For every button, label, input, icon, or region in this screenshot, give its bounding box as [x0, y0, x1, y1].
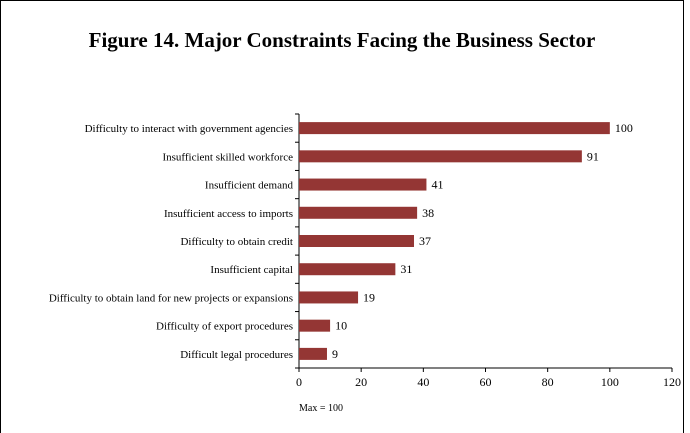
category-label: Difficulty to obtain credit: [180, 236, 293, 248]
axes: 0 20 40 60 80 100 120: [295, 113, 681, 389]
bar: [299, 122, 610, 135]
category-label: Difficulty to obtain land for new projec…: [49, 292, 293, 304]
value-label: 91: [587, 149, 599, 163]
category-label: Insufficient demand: [205, 180, 294, 192]
bar: [299, 235, 415, 247]
value-label: 31: [400, 262, 412, 276]
chart-note: Max = 100: [299, 403, 343, 414]
bar: [299, 150, 582, 163]
x-tick-label: 0: [296, 375, 302, 389]
category-label: Difficult legal procedures: [180, 349, 293, 361]
bar: [299, 263, 396, 276]
value-label: 19: [363, 290, 375, 304]
value-label: 9: [332, 347, 338, 361]
value-label: 38: [422, 206, 434, 220]
category-label: Difficulty to interact with government a…: [85, 123, 293, 135]
x-tick-label: 60: [480, 375, 492, 389]
x-tick-label: 40: [417, 375, 429, 389]
bar: [299, 206, 418, 219]
x-tick-label: 20: [355, 375, 367, 389]
bar: [299, 178, 427, 191]
category-label: Difficulty of export procedures: [156, 321, 293, 333]
bars: [299, 122, 610, 360]
value-label: 10: [335, 319, 347, 333]
bar: [299, 319, 331, 332]
category-label: Insufficient capital: [210, 264, 293, 276]
value-label: 37: [419, 234, 431, 248]
x-tick-label: 80: [542, 375, 554, 389]
x-tick-label: 120: [663, 375, 681, 389]
value-label: 100: [615, 121, 633, 135]
chart-title: Figure 14. Major Constraints Facing the …: [88, 28, 596, 52]
category-label: Insufficient skilled workforce: [162, 151, 293, 163]
labels: Difficulty to interact with government a…: [49, 121, 633, 361]
x-tick-label: 100: [601, 375, 619, 389]
bar: [299, 291, 359, 304]
value-label: 41: [431, 178, 443, 192]
bar: [299, 347, 327, 360]
category-label: Insufficient access to imports: [164, 208, 293, 220]
